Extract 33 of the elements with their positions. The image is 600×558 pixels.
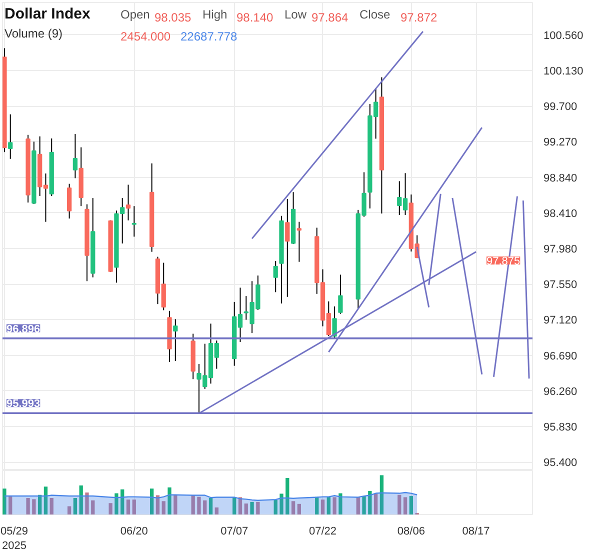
annotation: High (202, 8, 228, 22)
y-tick-label: 99.700 (544, 101, 578, 114)
y-tick-label: 95.830 (544, 422, 578, 434)
annotation: 22687.778 (180, 30, 238, 44)
annotation: 2454.000 (120, 30, 171, 44)
x-tick-label: 08/17 (462, 526, 490, 538)
annotation: Close (360, 8, 391, 22)
y-tick-label: 97.980 (544, 244, 578, 256)
annotation: Low (284, 8, 307, 22)
annotation: 98.035 (154, 10, 192, 24)
annotation: 97.875 (486, 256, 520, 268)
annotation: Volume (9) (4, 26, 63, 40)
y-tick-label: 100.560 (544, 30, 584, 42)
x-tick-label: 07/22 (308, 526, 337, 538)
x-tick-label: 07/07 (220, 526, 248, 538)
ref-line-label: 96.896 (6, 323, 40, 336)
y-tick-label: 97.550 (544, 279, 578, 292)
annotation: Open (120, 8, 150, 22)
y-tick-label: 99.270 (544, 136, 578, 149)
chart-title: Dollar Index (4, 6, 92, 22)
x-tick-label: 05/29 2025 (0, 526, 28, 552)
annotation: 97.864 (312, 10, 349, 24)
y-tick-label: 95.400 (544, 457, 578, 470)
y-tick-label: 98.840 (544, 172, 578, 184)
y-tick-label: 96.690 (544, 350, 578, 362)
y-tick-label: 96.260 (544, 386, 578, 398)
y-tick-label: 98.410 (544, 208, 578, 220)
annotation: 97.872 (400, 10, 438, 24)
annotation: 98.140 (236, 10, 274, 24)
y-tick-label: 100.130 (544, 65, 584, 78)
x-tick-label: 06/20 (120, 526, 148, 538)
x-tick-label: 08/06 (397, 526, 425, 538)
y-tick-label: 97.120 (544, 314, 578, 327)
